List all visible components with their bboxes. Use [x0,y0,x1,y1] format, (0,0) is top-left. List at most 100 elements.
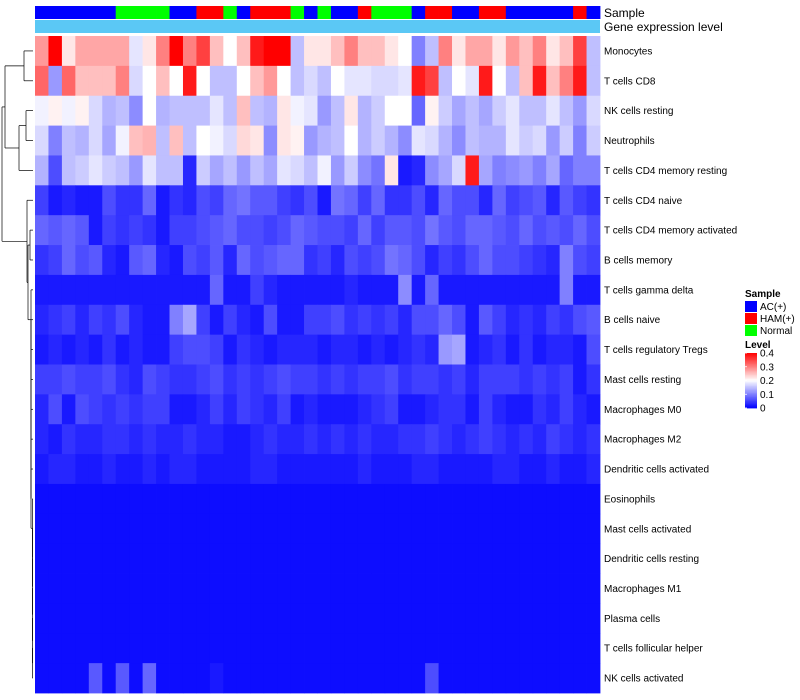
row-label: T cells CD4 memory resting [604,166,727,177]
heatmap-cell [196,543,211,574]
heatmap-cell [250,36,265,67]
heatmap-cell [223,364,238,395]
heatmap-cell [156,304,170,336]
heatmap-cell [425,185,439,216]
heatmap-cell [61,245,76,276]
heatmap-cell [250,215,265,246]
heatmap-cell [236,185,251,216]
heatmap-cell [559,513,574,545]
heatmap-cell [250,155,265,186]
sample-track-cell [425,6,439,19]
level-legend-gradient-step [745,361,757,364]
heatmap-cell [573,364,587,395]
heatmap-cell [492,95,507,126]
heatmap-cell [263,633,278,664]
heatmap-cell [438,364,453,395]
heatmap-cell [102,483,117,515]
heatmap-cell [61,513,76,545]
heatmap-cell [586,394,601,425]
heatmap-cell [182,394,197,425]
heatmap-cell [357,483,372,515]
heatmap-cell [559,603,574,634]
heatmap-cell [357,185,372,216]
heatmap-cell [546,483,561,515]
level-legend-gradient-step [745,383,757,386]
heatmap-cell [398,334,413,365]
heatmap-cell [304,483,318,515]
heatmap-cell [115,334,130,365]
level-legend-tick-label: 0.1 [760,390,774,401]
level-legend-gradient-step [745,401,757,403]
sample-track-cell [75,6,90,19]
heatmap-cell [465,95,480,126]
level-legend-gradient-step [745,377,757,380]
heatmap-cell [317,125,332,156]
heatmap-cell [75,573,90,604]
heatmap-cell [344,125,359,156]
heatmap-cell [371,424,386,455]
heatmap-cell [425,65,439,97]
heatmap-cell [586,304,601,336]
sample-track-cell [438,6,453,19]
sample-track-cell [344,6,359,19]
heatmap-cell [196,65,211,97]
sample-legend-title: Sample [745,289,781,300]
heatmap-cell [546,603,561,634]
heatmap-cell [452,95,466,126]
sample-track-cell [317,6,332,19]
heatmap-cell [88,513,103,545]
heatmap-cell [115,483,130,515]
sample-track-cell [236,6,251,19]
heatmap-cell [250,454,265,485]
heatmap-cell [223,513,238,545]
heatmap-cell [250,543,265,574]
heatmap-cell [465,304,480,336]
sample-track-cell [532,6,547,19]
heatmap-cell [129,394,144,425]
row-label: Plasma cells [604,614,660,625]
sample-track-cell [505,6,520,19]
heatmap-cell [384,543,399,574]
heatmap-cell [398,513,413,545]
level-legend-gradient-step [745,369,757,372]
heatmap-cell [505,274,520,306]
heatmap-cell [35,215,49,246]
heatmap-cell [492,215,507,246]
heatmap-cell [102,125,117,156]
heatmap-cell [425,573,439,604]
heatmap-cell [169,513,184,545]
heatmap-cell [384,125,399,156]
heatmap-cell [371,334,386,365]
heatmap-cell [330,215,345,246]
heatmap-cell [330,513,345,545]
heatmap-cell [357,543,372,574]
heatmap-cell [371,513,386,545]
heatmap-cell [35,334,49,365]
heatmap-cell [425,454,439,485]
heatmap-cell [156,483,170,515]
heatmap-cell [196,513,211,545]
heatmap-cell [263,663,278,694]
sample-legend-swatch [745,325,757,336]
heatmap-cell [290,155,305,186]
heatmap-cell [546,633,561,664]
heatmap-cell [532,603,547,634]
heatmap-cell [142,394,157,425]
heatmap-cell [425,513,439,545]
heatmap-cell [586,125,601,156]
level-legend-gradient-step [745,353,757,355]
heatmap-cell [398,95,413,126]
heatmap-cell [492,603,507,634]
heatmap-cell [263,364,278,395]
heatmap-cell [478,215,493,246]
heatmap-cell [304,65,318,97]
heatmap-cell [35,65,49,97]
heatmap-cell [156,185,170,216]
heatmap-cell [236,215,251,246]
level-legend-gradient-step [745,373,757,376]
heatmap-cell [573,633,587,664]
heatmap-cell [519,663,534,694]
heatmap-cell [519,95,534,126]
heatmap-cell [559,663,574,694]
heatmap-cell [115,36,130,67]
